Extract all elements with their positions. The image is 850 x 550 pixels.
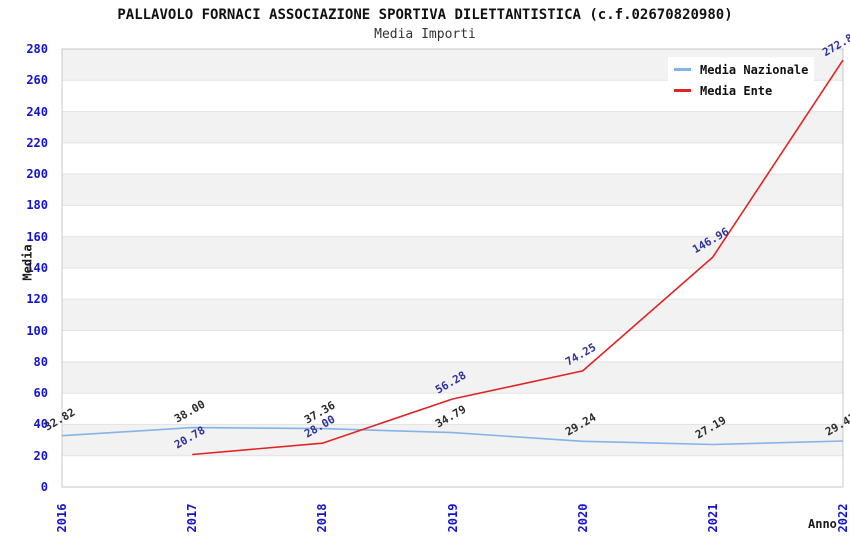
y-tick-label: 0: [40, 480, 48, 494]
legend-label-ente: Media Ente: [700, 83, 773, 98]
grid-band: [62, 236, 843, 268]
y-tick-label: 60: [33, 386, 48, 401]
x-tick-label: 2021: [705, 503, 720, 533]
y-tick-label: 240: [26, 104, 48, 119]
x-axis-title: Anno: [808, 517, 837, 531]
x-tick-label: 2016: [55, 503, 69, 533]
plot-border: [61, 48, 844, 488]
x-tick-label: 2022: [836, 503, 850, 533]
x-tick-label: 2019: [445, 503, 460, 533]
grid-band: [62, 424, 843, 456]
y-tick-label: 100: [26, 323, 48, 338]
y-tick-label: 280: [26, 42, 48, 56]
legend-line-swatch-nazionale: [674, 68, 691, 71]
y-tick-label: 120: [26, 292, 48, 307]
series-line-nazionale: [61, 426, 844, 446]
grid-band: [62, 174, 843, 206]
y-tick-label: 40: [33, 417, 48, 432]
grid-band: [62, 361, 843, 394]
legend: Media Nazionale Media Ente: [668, 57, 814, 103]
y-tick-label: 220: [26, 135, 48, 150]
chart-title: PALLAVOLO FORNACI ASSOCIAZIONE SPORTIVA …: [117, 7, 733, 23]
legend-label-nazionale: Media Nazionale: [700, 62, 809, 77]
legend-item-media-ente: Media Ente: [674, 82, 814, 100]
y-tick-label: 200: [26, 167, 48, 182]
chart-subtitle: Media Importi: [374, 27, 476, 42]
y-tick-label: 80: [33, 354, 48, 369]
y-axis-title: Media: [20, 244, 35, 281]
grid-band: [62, 299, 843, 331]
y-tick-label: 260: [26, 73, 48, 88]
x-tick-label: 2017: [185, 503, 200, 533]
y-tick-label: 20: [33, 448, 48, 463]
x-tick-label: 2020: [575, 503, 590, 533]
x-tick-label: 2018: [315, 503, 330, 533]
y-tick-label: 180: [26, 198, 48, 213]
y-tick-label: 140: [26, 261, 48, 275]
y-tick-label: 160: [26, 229, 48, 244]
legend-line-swatch-ente: [674, 89, 691, 92]
legend-item-media-nazionale: Media Nazionale: [674, 61, 814, 79]
series-line-ente: [192, 59, 844, 456]
grid-band: [62, 111, 843, 143]
